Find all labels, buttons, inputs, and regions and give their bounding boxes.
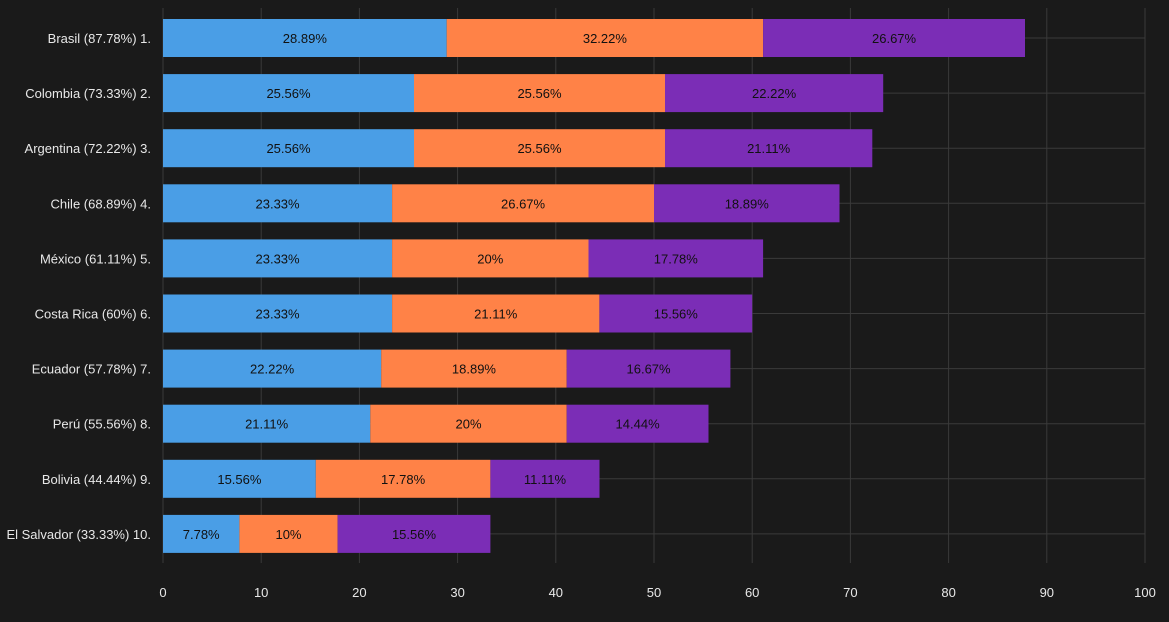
category-label: Bolivia (44.44%) 9.	[42, 472, 151, 487]
bar-value-label: 25.56%	[517, 141, 562, 156]
bars: 28.89% 32.22% 26.67% 25.56% 25.56% 22.22% 25.5…	[163, 19, 1025, 553]
category-label: Chile (68.89%) 4.	[51, 196, 151, 211]
bar-segment	[566, 404, 709, 443]
y-axis-labels: Brasil (87.78%) 1. Colombia (73.33%) 2. Ar…	[6, 31, 151, 542]
x-tick-label: 10	[254, 585, 268, 600]
x-tick-label: 20	[352, 585, 366, 600]
bar-value-label: 32.22%	[583, 31, 628, 46]
bar-segment	[566, 349, 731, 388]
bar-segment	[381, 349, 567, 388]
bar-value-label: 16.67%	[627, 362, 672, 377]
bar-value-label: 14.44%	[616, 417, 661, 432]
x-tick-label: 60	[745, 585, 759, 600]
category-label: Argentina (72.22%) 3.	[25, 141, 151, 156]
bar-value-label: 15.56%	[654, 307, 699, 322]
x-tick-label: 50	[647, 585, 661, 600]
bar-value-label: 25.56%	[266, 141, 311, 156]
bar-segment	[763, 19, 1025, 57]
bar-segment	[163, 459, 316, 498]
bar-segment	[664, 74, 884, 113]
bar-segment	[413, 74, 665, 113]
bar-value-label: 26.67%	[872, 31, 917, 46]
bar-segment	[370, 404, 567, 443]
category-label: Brasil (87.78%) 1.	[48, 31, 151, 46]
bar-value-label: 15.56%	[392, 527, 437, 542]
bar-segment	[588, 239, 764, 278]
bar-segment	[446, 19, 764, 57]
bar-segment	[654, 184, 840, 223]
bar-value-label: 22.22%	[250, 362, 295, 377]
bar-value-label: 21.11%	[747, 141, 791, 156]
category-label: México (61.11%) 5.	[40, 251, 151, 266]
x-tick-label: 40	[549, 585, 563, 600]
x-tick-label: 0	[159, 585, 166, 600]
x-tick-label: 30	[450, 585, 464, 600]
bar-value-label: 21.11%	[474, 307, 518, 322]
bar-value-label: 25.56%	[517, 86, 562, 101]
bar-segment	[163, 129, 414, 168]
x-axis-labels: 0 10 20 30 40 50 60 70 80 90 100	[159, 585, 1155, 600]
x-tick-label: 90	[1040, 585, 1054, 600]
bar-value-label: 10%	[275, 527, 301, 542]
bar-segment	[163, 294, 393, 333]
bar-value-label: 7.78%	[183, 527, 220, 542]
category-label: El Salvador (33.33%) 10.	[6, 527, 151, 542]
bar-value-label: 22.22%	[752, 86, 797, 101]
bar-value-label: 20%	[455, 417, 481, 432]
bar-value-label: 23.33%	[256, 307, 301, 322]
bar-value-label: 17.78%	[654, 251, 699, 266]
bar-segment	[163, 404, 371, 443]
bar-value-label: 26.67%	[501, 196, 546, 211]
category-label: Colombia (73.33%) 2.	[25, 86, 151, 101]
x-tick-label: 70	[843, 585, 857, 600]
bar-segment	[163, 74, 414, 113]
bar-segment	[413, 129, 665, 168]
bar-segment	[163, 239, 393, 278]
category-label: Ecuador (57.78%) 7.	[32, 362, 151, 377]
bar-value-label: 15.56%	[217, 472, 262, 487]
bar-value-label: 18.89%	[452, 362, 497, 377]
x-tick-label: 100	[1134, 585, 1156, 600]
bar-segment	[392, 294, 600, 333]
category-label: Perú (55.56%) 8.	[53, 417, 151, 432]
bar-segment	[163, 184, 393, 223]
x-tick-label: 80	[941, 585, 955, 600]
bar-value-label: 23.33%	[256, 251, 301, 266]
bar-segment	[315, 459, 491, 498]
bar-value-label: 11.11%	[524, 472, 567, 487]
bar-value-label: 25.56%	[266, 86, 311, 101]
bar-value-label: 18.89%	[725, 196, 770, 211]
bar-segment	[664, 129, 873, 168]
bar-value-label: 17.78%	[381, 472, 426, 487]
bar-value-label: 28.89%	[283, 31, 328, 46]
category-label: Costa Rica (60%) 6.	[35, 307, 151, 322]
bar-segment	[599, 294, 753, 333]
bar-segment	[163, 514, 240, 553]
bar-segment	[392, 239, 589, 278]
bar-segment	[163, 349, 382, 388]
bar-segment	[392, 184, 654, 223]
bar-segment	[239, 514, 338, 553]
bar-segment	[163, 19, 447, 57]
bar-value-label: 21.11%	[245, 417, 289, 432]
bar-segment	[490, 459, 600, 498]
bar-value-label: 20%	[477, 251, 503, 266]
bar-value-label: 23.33%	[256, 196, 301, 211]
bar-segment	[337, 514, 491, 553]
